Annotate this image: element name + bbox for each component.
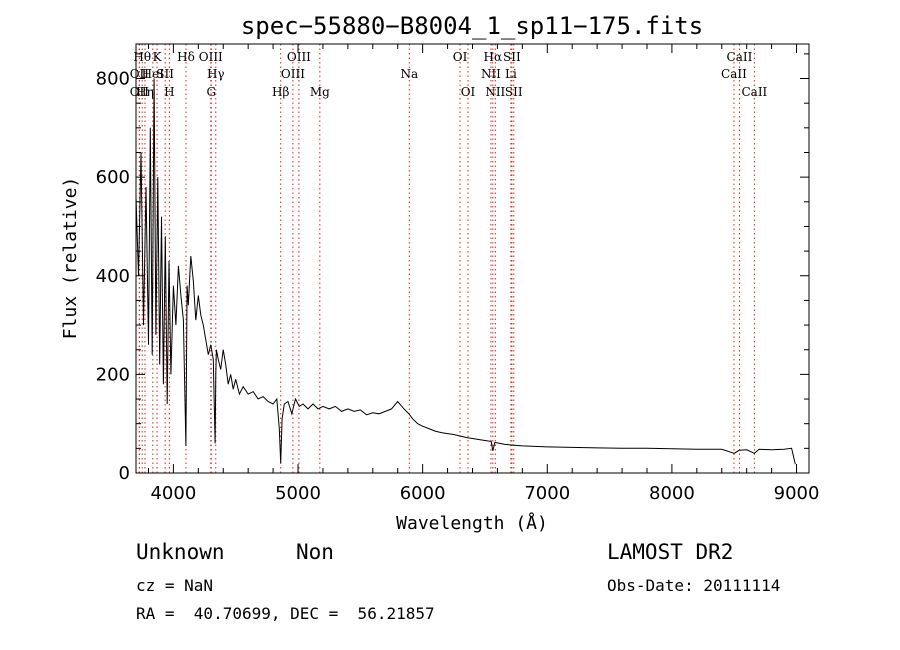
line-label: CaII: [727, 50, 753, 64]
y-tick-label: 600: [96, 167, 130, 188]
y-axis-label: Flux (relative): [60, 177, 81, 340]
sky-coordinates: RA = 40.70699, DEC = 56.21857: [136, 604, 435, 623]
line-label: SII: [505, 85, 523, 99]
y-tick-label: 200: [96, 364, 130, 385]
x-tick-label: 5000: [275, 483, 321, 504]
line-label: OII: [130, 85, 150, 99]
plot-frame: [135, 43, 810, 474]
observation-date: Obs-Date: 20111114: [607, 576, 781, 595]
y-tick-label: 0: [119, 463, 130, 484]
x-tick-label: 7000: [524, 483, 570, 504]
line-label: OI: [453, 50, 468, 64]
line-label: Na: [400, 67, 418, 81]
line-label: OII: [130, 67, 150, 81]
x-tick-label: 9000: [774, 483, 820, 504]
line-label: NII: [485, 85, 505, 99]
line-label: G: [206, 85, 216, 99]
y-tick-label: 400: [96, 266, 130, 287]
spectral-class: Unknown: [136, 540, 225, 564]
x-tick-label: 8000: [649, 483, 695, 504]
line-label: SII: [156, 67, 174, 81]
line-label: Hβ: [272, 85, 289, 99]
spectral-subclass: Non: [296, 540, 334, 564]
line-label: OIII: [199, 50, 223, 64]
line-label: OIII: [287, 50, 311, 64]
line-label: CaII: [721, 67, 747, 81]
survey-name: LAMOST DR2: [607, 540, 734, 564]
x-tick-label: 4000: [150, 483, 196, 504]
line-label: Hγ: [207, 67, 225, 81]
line-label: SII: [503, 50, 521, 64]
chart-title: spec−55880−B8004_1_sp11−175.fits: [241, 12, 703, 40]
line-label: OIII: [281, 67, 305, 81]
line-label: NII: [481, 67, 501, 81]
redshift-cz: cz = NaN: [136, 576, 214, 595]
line-label: Mg: [310, 85, 330, 99]
line-label: Hδ: [177, 50, 195, 64]
line-label: OI: [461, 85, 476, 99]
y-axis-ticks: 0 200 400 600 800: [96, 53, 809, 484]
x-axis-label: Wavelength (Å): [396, 512, 548, 534]
line-label: Hη: [136, 85, 154, 99]
x-tick-label: 6000: [400, 483, 446, 504]
line-label: Hα: [484, 50, 503, 64]
line-label: H: [164, 85, 174, 99]
line-label: Li: [505, 67, 517, 81]
line-label: HeI: [142, 67, 165, 81]
y-tick-label: 800: [96, 69, 130, 90]
spectral-line-markers: [138, 44, 755, 473]
line-label: K: [153, 50, 163, 64]
line-label: CaII: [741, 85, 767, 99]
spectrum-line: [135, 78, 796, 465]
x-axis-ticks: 4000 5000 6000 7000 8000 9000: [147, 44, 820, 504]
